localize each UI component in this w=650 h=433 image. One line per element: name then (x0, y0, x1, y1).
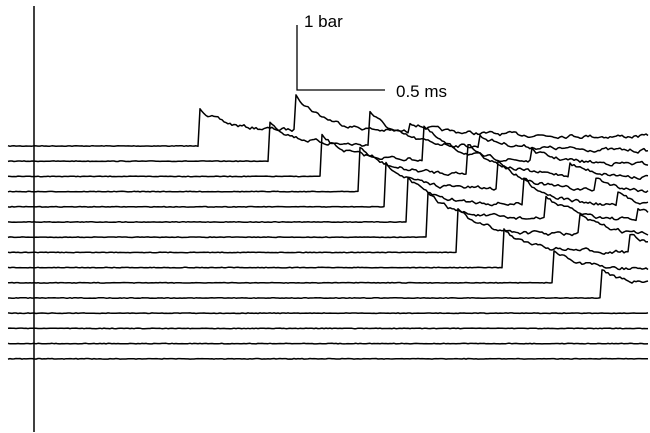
pressure-trace-8 (7, 208, 649, 254)
pressure-trace-6 (7, 176, 649, 224)
pressure-trace-2 (7, 110, 649, 163)
pressure-trace-7 (7, 191, 649, 239)
pressure-trace-3 (7, 125, 649, 178)
pressure-trace-10 (8, 250, 649, 284)
scale-bar-lines (296, 25, 385, 91)
pressure-trace-15 (7, 357, 649, 360)
pressure-trace-9 (7, 228, 649, 269)
pressure-trace-4 (7, 143, 649, 193)
pressure-trace-1 (7, 94, 649, 148)
scale-bar-vertical-label: 1 bar (304, 12, 343, 31)
pressure-trace-5 (7, 160, 649, 208)
scale-bar: 1 bar 0.5 ms (296, 12, 447, 101)
trace-group (7, 94, 649, 360)
pressure-trace-13 (7, 327, 648, 330)
pressure-trace-12 (7, 312, 649, 315)
pressure-trace-14 (7, 342, 649, 345)
pressure-trace-11 (8, 269, 649, 300)
scale-bar-horizontal-label: 0.5 ms (396, 82, 447, 101)
